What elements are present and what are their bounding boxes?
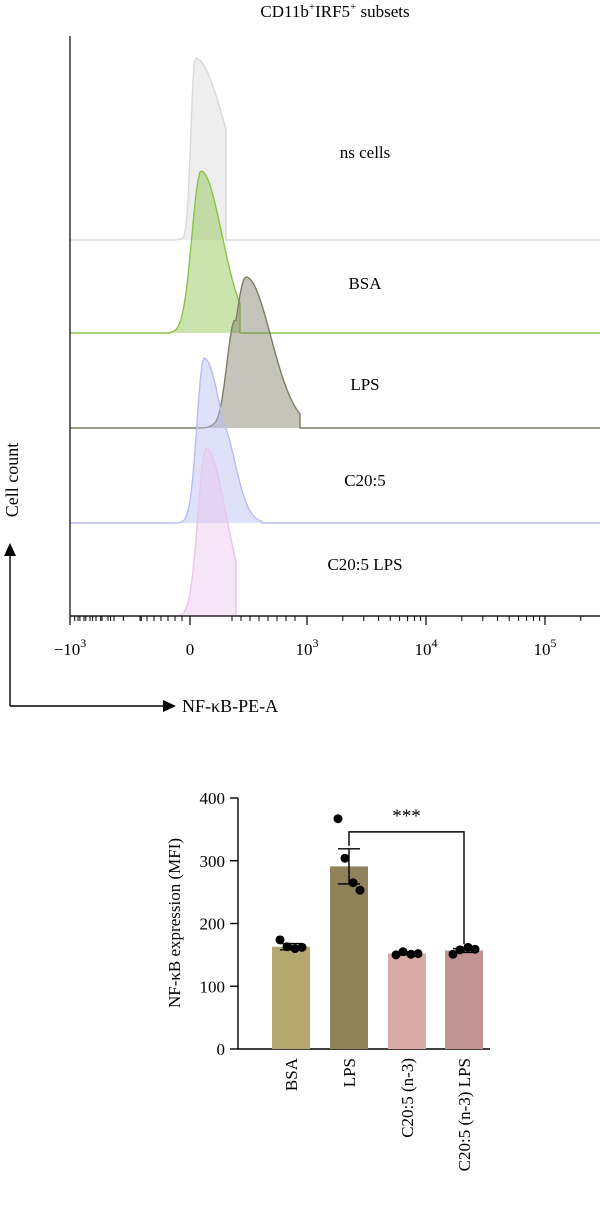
histogram-line-5 bbox=[70, 447, 600, 617]
data-point bbox=[355, 885, 365, 895]
data-point bbox=[470, 944, 480, 954]
histogram-track-label: C20:5 LPS bbox=[327, 555, 402, 574]
data-point bbox=[413, 949, 423, 959]
histogram-panel: CD11b+IRF5+ subsets ns cells BSA LPS C20:5 C… bbox=[2, 1, 600, 716]
histogram-tick-label: 103 bbox=[296, 636, 319, 659]
data-point bbox=[290, 944, 300, 954]
histogram-track-labels: ns cells BSA LPS C20:5 C20:5 LPS bbox=[327, 143, 402, 574]
histogram-fill-3 bbox=[70, 277, 600, 428]
bar-chart-bars bbox=[272, 866, 483, 1049]
histogram-curves bbox=[70, 57, 600, 617]
histogram-line-1 bbox=[70, 57, 600, 241]
histogram-track-label: C20:5 bbox=[344, 471, 386, 490]
histogram-track-label: ns cells bbox=[340, 143, 391, 162]
bar-3 bbox=[388, 953, 426, 1049]
bar-category-label: BSA bbox=[282, 1057, 301, 1091]
bar-chart-panel: 0 100 200 300 400 *** BSA LPS C20:5 (n-3) C20:5… bbox=[165, 789, 490, 1171]
histogram-track-label: BSA bbox=[348, 274, 382, 293]
data-point bbox=[282, 942, 292, 952]
y-arrow-head bbox=[4, 543, 16, 556]
y-axis-label: Cell count bbox=[2, 443, 22, 518]
histogram-tick-label: 0 bbox=[186, 640, 195, 659]
histogram-tick-label: 104 bbox=[415, 636, 438, 659]
histogram-line-4 bbox=[70, 357, 600, 524]
histogram-tick-label: −103 bbox=[54, 636, 87, 659]
significance-bracket: *** bbox=[348, 806, 465, 945]
bar-chart-y-tick-label: 200 bbox=[200, 915, 226, 934]
bar-2 bbox=[330, 866, 368, 1049]
histogram-tick-label: 105 bbox=[534, 636, 557, 659]
data-point bbox=[297, 942, 307, 952]
histogram-track-label: LPS bbox=[350, 375, 379, 394]
bar-1 bbox=[272, 946, 310, 1049]
x-arrow-head bbox=[163, 700, 176, 712]
bar-chart-y-tick-label: 0 bbox=[217, 1040, 226, 1059]
bar-chart-y-tick-label: 300 bbox=[200, 852, 226, 871]
bar-category-label: LPS bbox=[340, 1058, 359, 1087]
histogram-x-tick-labels: −103 0 103 104 105 bbox=[54, 636, 557, 659]
bar-chart-y-label: NF-κB expression (MFI) bbox=[165, 838, 184, 1008]
significance-bracket-line bbox=[348, 831, 465, 945]
bar-4 bbox=[445, 950, 483, 1049]
data-point bbox=[391, 950, 401, 960]
bar-chart-y-tick-label: 100 bbox=[200, 977, 226, 996]
data-point bbox=[448, 949, 458, 959]
data-point bbox=[463, 942, 473, 952]
data-point bbox=[455, 945, 465, 955]
histogram-x-ticks bbox=[69, 616, 582, 625]
bar-chart-error-bars bbox=[280, 848, 475, 956]
bar-chart-y-ticks: 0 100 200 300 400 bbox=[200, 789, 238, 1059]
histogram-title: CD11b+IRF5+ subsets bbox=[260, 1, 409, 21]
data-point bbox=[348, 878, 358, 888]
histogram-fill-2 bbox=[70, 171, 600, 333]
bar-category-label: C20:5 (n-3) LPS bbox=[455, 1058, 474, 1171]
data-point bbox=[275, 935, 285, 945]
significance-stars: *** bbox=[392, 806, 421, 827]
data-point bbox=[406, 949, 416, 959]
histogram-fill-1 bbox=[70, 58, 600, 240]
histogram-line-2 bbox=[70, 170, 600, 334]
bar-chart-data-points bbox=[275, 814, 480, 960]
bar-chart-category-labels: BSA LPS C20:5 (n-3) C20:5 (n-3) LPS bbox=[282, 1057, 474, 1171]
bar-category-label: C20:5 (n-3) bbox=[398, 1058, 417, 1138]
data-point bbox=[398, 947, 408, 957]
bar-chart-y-tick-label: 400 bbox=[200, 789, 226, 808]
x-axis-label: NF-κB-PE-A bbox=[182, 696, 278, 716]
histogram-fill-5 bbox=[70, 448, 600, 616]
data-point bbox=[333, 814, 343, 824]
histogram-line-3 bbox=[70, 276, 600, 429]
data-point bbox=[340, 853, 350, 863]
histogram-fill-4 bbox=[70, 358, 600, 523]
